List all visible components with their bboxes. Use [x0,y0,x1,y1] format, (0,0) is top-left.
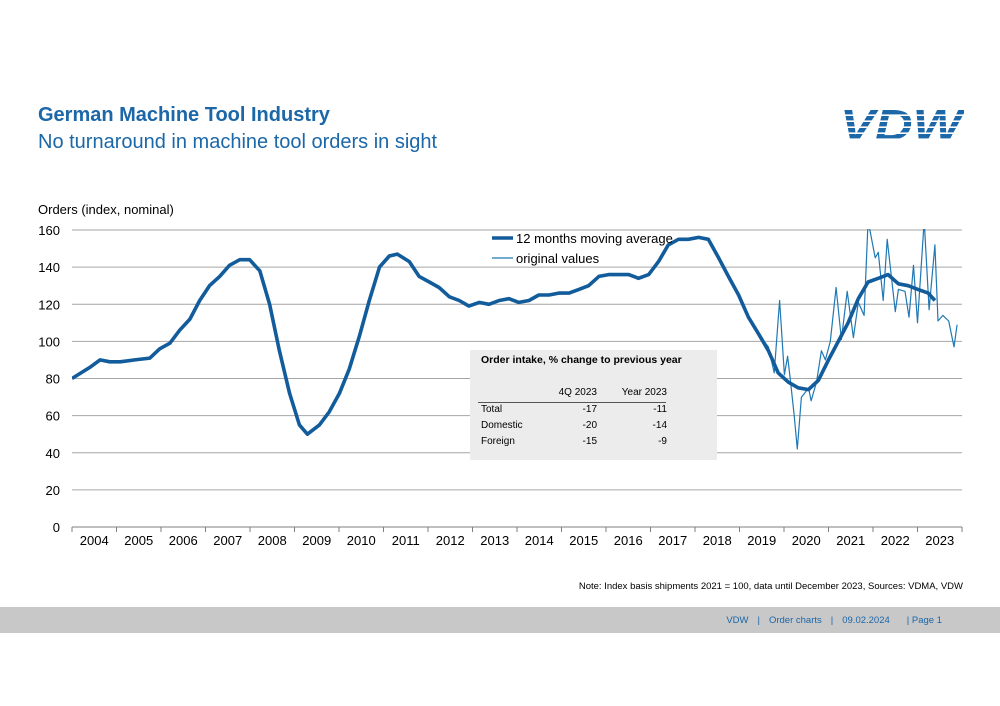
table-row: Domestic -20 -14 [481,419,667,433]
line-chart: 0 20 40 60 80 100 120 140 160 2004 2005 2006 2007 200… [38,223,963,548]
legend-label: original values [516,251,600,266]
x-tick-label: 2012 [436,533,465,548]
cell: -20 [582,420,597,431]
footer-org: VDW [726,615,749,626]
footer-sep: | [830,615,834,626]
row-label: Domestic [481,420,523,431]
legend-label: 12 months moving average [516,231,673,246]
table-rule [478,402,666,403]
y-tick-label: 160 [38,223,60,238]
order-intake-table: Order intake, % change to previous year … [470,350,717,460]
y-axis-label: Orders (index, nominal) [38,202,174,217]
x-tick-label: 2009 [302,533,331,548]
y-tick-label: 40 [46,446,60,461]
x-tick-label: 2019 [747,533,776,548]
table-title: Order intake, % change to previous year [481,354,682,366]
x-tick-label: 2018 [703,533,732,548]
y-tick-label: 0 [53,520,60,535]
footer-sep: | [757,615,760,626]
x-tick-label: 2007 [213,533,242,548]
cell: -11 [653,404,667,415]
vdw-logo: VDW [840,104,964,144]
x-tick-label: 2022 [881,533,910,548]
x-tick-label: 2005 [124,533,153,548]
y-tick-label: 140 [38,260,60,275]
footer-bar: VDW | Order charts | 09.02.2024 | Page 1 [0,607,1000,633]
cell: -14 [652,420,667,431]
page-title: German Machine Tool Industry [38,104,330,126]
y-tick-label: 60 [46,409,60,424]
y-tick-label: 120 [38,297,60,312]
x-tick-label: 2016 [614,533,643,548]
y-tick-label: 100 [38,334,60,349]
x-tick-label: 2014 [525,533,554,548]
footer-section: Order charts [768,615,822,626]
column-header: Year 2023 [621,387,667,398]
x-tick-label: 2021 [836,533,865,548]
x-tick-label: 2006 [169,533,198,548]
x-tick-label: 2011 [392,533,420,548]
x-tick-label: 2017 [658,533,687,548]
cell: -17 [582,404,597,415]
table-row: Foreign -15 -9 [481,435,667,449]
y-tick-label: 80 [46,372,60,387]
table-row: Total -17 -11 [481,403,667,417]
original-values-line [758,229,958,450]
svg-text:VDW: VDW [840,104,964,144]
x-tick-label: 2023 [925,533,954,548]
source-note: Note: Index basis shipments 2021 = 100, … [578,581,963,592]
x-tick-label: 2015 [569,533,598,548]
y-tick-label: 20 [46,483,60,498]
page-subtitle: No turnaround in machine tool orders in … [38,131,438,153]
footer-page: | Page 1 [906,615,942,626]
footer-date: 09.02.2024 [842,615,890,626]
x-tick-label: 2004 [80,533,109,548]
x-tick-label: 2008 [258,533,287,548]
x-tick-label: 2020 [792,533,821,548]
footer-items: VDW | Order charts | 09.02.2024 | Page 1 [726,615,942,626]
cell: -15 [582,436,597,447]
x-tick-label: 2013 [480,533,509,548]
cell: -9 [658,436,667,447]
row-label: Total [481,404,503,415]
x-tick-label: 2010 [347,533,376,548]
column-header: 4Q 2023 [558,387,597,398]
table-header-row: 4Q 2023 Year 2023 [481,386,667,400]
row-label: Foreign [481,436,515,447]
moving-average-line [72,235,937,437]
